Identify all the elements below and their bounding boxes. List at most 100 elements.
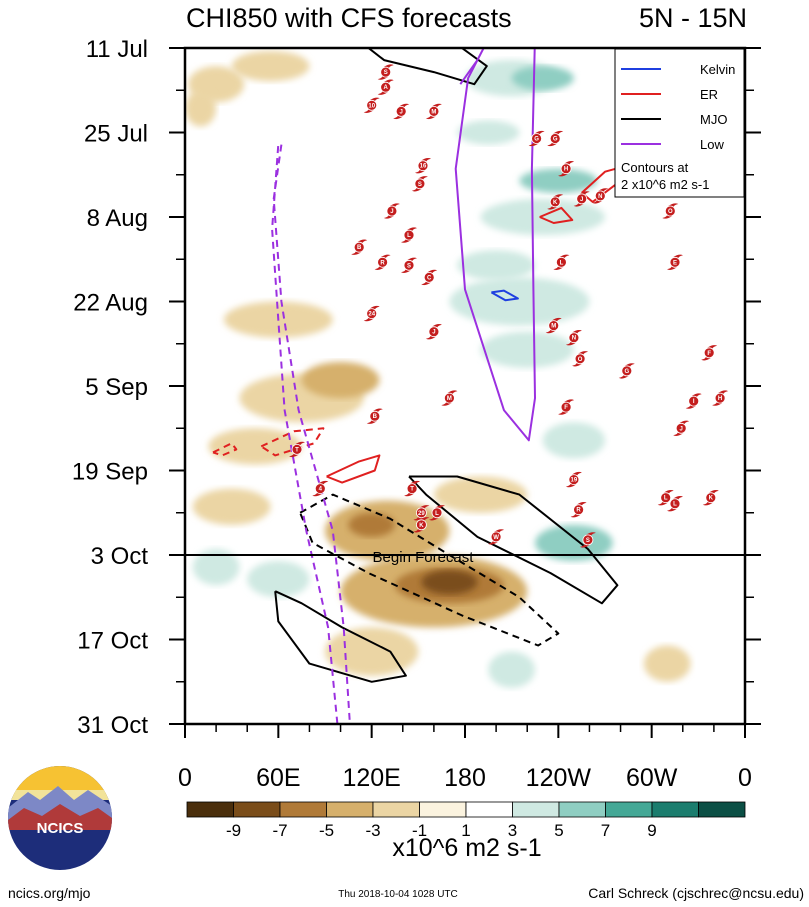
cyclone-label: H	[718, 396, 722, 402]
cyclone-label: O	[668, 209, 673, 215]
cyclone-label: B	[373, 414, 378, 420]
cyclone-label: T	[410, 487, 414, 493]
cyclone-marker: T	[289, 441, 305, 458]
footer-author: Carl Schreck (cjschrec@ncsu.edu)	[588, 885, 804, 901]
y-tick-label: 3 Oct	[91, 543, 149, 570]
colorbar-tick-label: -1	[412, 821, 427, 840]
legend-label-er: ER	[700, 87, 718, 102]
cyclone-marker: L	[667, 496, 683, 512]
cyclone-label: N	[598, 194, 602, 200]
cyclone-marker: O	[572, 351, 589, 367]
cyclone-marker: L	[401, 227, 417, 243]
colorbar-cell	[186, 801, 234, 818]
cyclone-marker: S	[579, 532, 596, 548]
colorbar-tick-label: 1	[461, 821, 470, 840]
cyclone-marker: N	[565, 330, 582, 346]
y-tick-label: 17 Oct	[77, 628, 148, 655]
cyclone-label: L	[673, 502, 677, 508]
anomaly-blob	[449, 277, 590, 326]
wave-contours	[212, 48, 628, 724]
cyclone-label: G	[534, 137, 539, 143]
footer-url[interactable]: ncics.org/mjo	[8, 885, 91, 901]
cyclone-marker: G	[618, 363, 635, 379]
cyclone-label: G	[553, 137, 558, 143]
colorbar-tick-label: 7	[601, 821, 610, 840]
cyclone-label: S	[586, 538, 590, 544]
cyclone-marker: N	[592, 188, 609, 204]
cyclone-label: F	[564, 405, 568, 411]
y-tick-label: 31 Oct	[77, 712, 148, 739]
cyclone-marker: H	[558, 161, 575, 177]
cyclone-marker: 4	[312, 480, 329, 497]
cyclone-label: M	[551, 324, 556, 330]
colorbar-cell	[279, 801, 327, 818]
cyclone-marker: J	[425, 324, 442, 340]
cyclone-label: A	[384, 85, 389, 91]
cyclone-label: E	[673, 260, 677, 266]
cyclone-marker: E	[667, 254, 683, 270]
cyclone-label: S	[418, 182, 422, 188]
anomaly-blob	[511, 66, 574, 91]
anomaly-blob	[192, 488, 271, 525]
cyclone-marker: A	[377, 79, 394, 95]
contour-kelvin	[490, 289, 519, 302]
colorbar-cell	[605, 801, 653, 818]
cyclone-label: L	[560, 260, 564, 266]
cyclone-label: F	[707, 351, 711, 357]
forecast-marker: Begin Forecast	[185, 549, 745, 566]
y-tick-label: 25 Jul	[84, 121, 148, 148]
anomaly-blob	[231, 51, 310, 82]
cyclone-marker: W	[488, 529, 505, 545]
cyclone-marker: R	[374, 254, 391, 270]
cyclone-label: M	[431, 109, 436, 115]
legend-label-kelvin: Kelvin	[700, 62, 735, 77]
cyclone-label: 10	[368, 103, 375, 109]
colorbar-cell	[651, 801, 699, 818]
cyclone-marker: M	[441, 390, 458, 406]
cyclone-marker: B	[366, 408, 383, 424]
colorbar-cell	[326, 801, 374, 818]
colorbar-tick-label: 3	[508, 821, 517, 840]
cyclone-marker: J	[383, 203, 400, 219]
x-tick-label: 60W	[626, 764, 678, 792]
anomaly-blob	[301, 361, 380, 399]
cyclone-marker: G	[547, 130, 564, 147]
cyclone-marker: K	[413, 517, 430, 533]
y-tick-label: 5 Sep	[85, 374, 148, 401]
legend-box	[614, 48, 745, 198]
cyclone-label: G	[624, 369, 629, 375]
colorbar-tick-label: -5	[319, 821, 334, 840]
anomaly-blob	[643, 645, 691, 682]
cyclone-label: J	[680, 426, 683, 432]
anomaly-blob	[535, 524, 613, 562]
cyclone-marker: M	[425, 103, 442, 120]
x-tick-label: 0	[738, 764, 752, 792]
colorbar-tick-label: -3	[365, 821, 380, 840]
anomaly-blob	[348, 512, 395, 537]
cyclone-marker: J	[673, 420, 690, 436]
cyclone-marker: J	[573, 191, 590, 207]
cyclone-label: W	[493, 535, 499, 541]
anomaly-blob	[457, 120, 520, 145]
cyclone-label: 16	[420, 164, 427, 170]
cyclone-marker: 24	[363, 305, 380, 322]
cyclone-marker: R	[570, 502, 587, 518]
colorbar-cell	[698, 801, 746, 818]
anomaly-field	[185, 51, 691, 688]
colorbar-tick-label: 5	[554, 821, 563, 840]
cyclone-label: J	[580, 197, 583, 203]
cyclone-label: B	[357, 245, 362, 251]
cyclone-marker: 16	[415, 158, 431, 174]
anomaly-blob	[325, 627, 419, 676]
cyclone-marker: I	[685, 393, 702, 409]
cyclone-marker: H	[712, 390, 729, 406]
cyclone-label: L	[407, 233, 411, 239]
contour-er	[326, 454, 381, 484]
legend-note-line2: 2 x10^6 m2 s-1	[621, 177, 709, 192]
y-tick-label: 22 Aug	[73, 290, 148, 317]
x-tick-label: 120E	[342, 764, 400, 792]
cyclone-label: K	[419, 523, 424, 529]
cyclone-marker: F	[701, 345, 718, 361]
